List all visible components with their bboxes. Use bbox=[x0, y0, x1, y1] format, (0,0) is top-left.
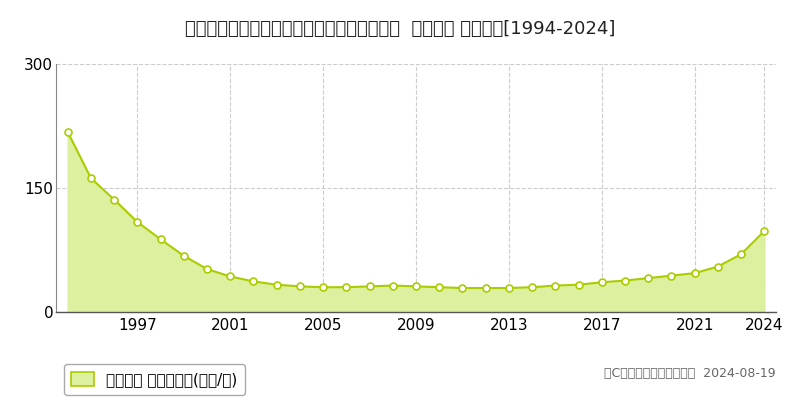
Text: 北海道札幌市中央区大通東７丁目１２番１外  地価公示 地価推移[1994-2024]: 北海道札幌市中央区大通東７丁目１２番１外 地価公示 地価推移[1994-2024… bbox=[185, 20, 615, 38]
Legend: 地価公示 平均坪単価(万円/坪): 地価公示 平均坪単価(万円/坪) bbox=[64, 364, 246, 395]
Text: （C）土地価格ドットコム  2024-08-19: （C）土地価格ドットコム 2024-08-19 bbox=[604, 367, 776, 380]
